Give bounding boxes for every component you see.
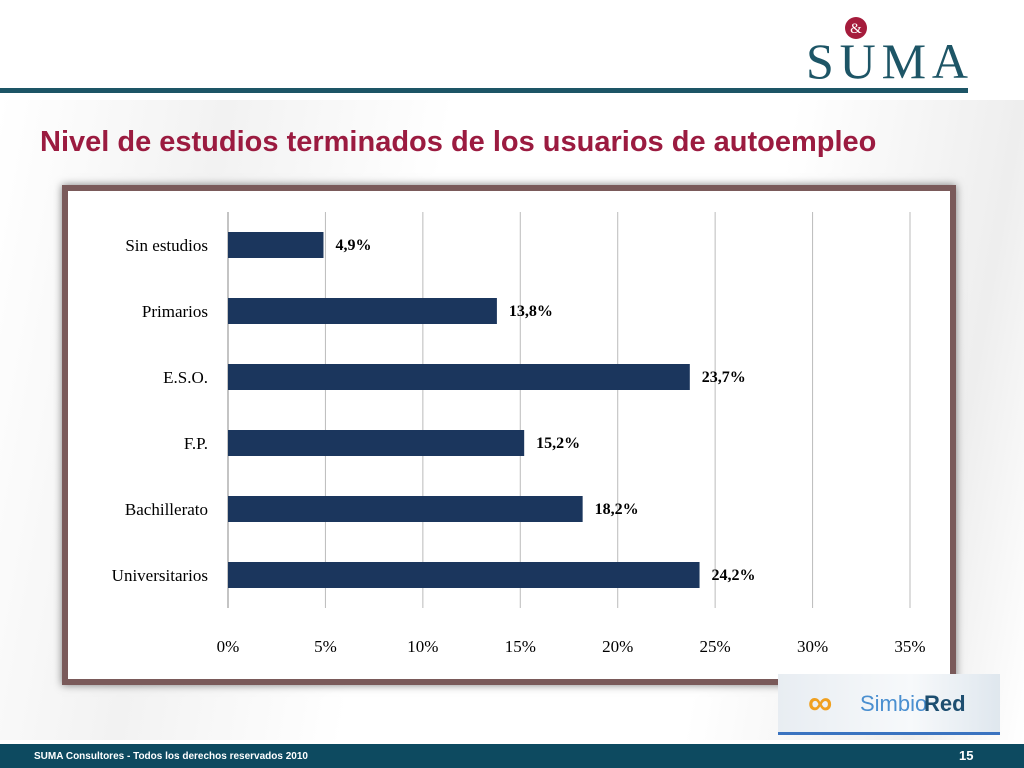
simbiored-logo: ∞ Simbio Red <box>778 674 1000 735</box>
simbiored-text-2: Red <box>924 691 966 716</box>
x-tick-label: 25% <box>700 637 731 656</box>
y-category-label: Universitarios <box>112 566 208 585</box>
y-category-label: F.P. <box>184 434 208 453</box>
y-category-label: Sin estudios <box>125 236 208 255</box>
data-label: 13,8% <box>509 303 553 320</box>
x-tick-label: 5% <box>314 637 337 656</box>
suma-logo: & SUMA <box>806 14 972 89</box>
footer: SUMA Consultores - Todos los derechos re… <box>0 744 1024 768</box>
y-category-label: Primarios <box>142 302 208 321</box>
data-label: 4,9% <box>335 237 371 254</box>
simbiored-mark-icon: ∞ <box>808 684 833 722</box>
bar <box>228 430 525 456</box>
header-divider <box>0 88 968 93</box>
data-label: 23,7% <box>702 369 746 386</box>
bar <box>228 562 700 588</box>
page-number: 15 <box>959 748 974 763</box>
data-label: 15,2% <box>536 435 580 452</box>
x-tick-label: 30% <box>797 637 828 656</box>
data-label: 18,2% <box>595 501 639 518</box>
bar <box>228 496 583 522</box>
svg-text:SUMA: SUMA <box>806 33 968 84</box>
footer-copyright: SUMA Consultores - Todos los derechos re… <box>34 751 308 762</box>
data-label: 24,2% <box>712 567 756 584</box>
svg-text:&: & <box>850 21 862 37</box>
slide-title: Nivel de estudios terminados de los usua… <box>40 126 877 158</box>
simbiored-text-1: Simbio <box>860 691 928 716</box>
x-tick-label: 0% <box>217 637 240 656</box>
x-tick-label: 15% <box>505 637 536 656</box>
y-category-label: E.S.O. <box>163 368 208 387</box>
bar <box>228 232 324 258</box>
x-tick-label: 10% <box>407 637 438 656</box>
x-tick-label: 20% <box>602 637 633 656</box>
bar <box>228 298 497 324</box>
y-category-label: Bachillerato <box>125 500 208 519</box>
bar <box>228 364 690 390</box>
chart-frame <box>62 185 956 685</box>
x-tick-label: 35% <box>894 637 925 656</box>
